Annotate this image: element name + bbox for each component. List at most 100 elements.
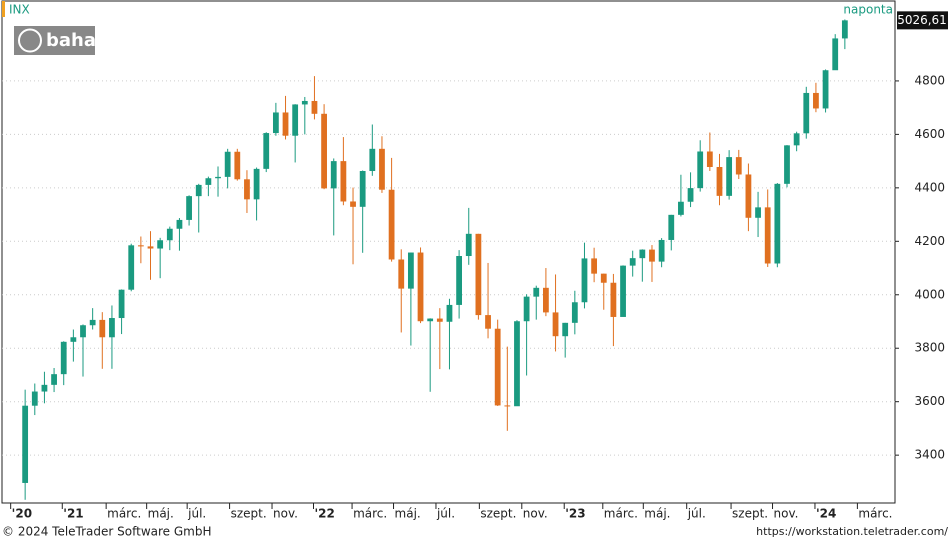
candle-body — [60, 341, 67, 375]
candle-body — [504, 405, 511, 407]
x-tick-label: '21 — [63, 507, 83, 521]
candle-body — [22, 405, 29, 483]
candle-body — [485, 315, 491, 329]
plot-frame — [1, 0, 896, 504]
y-tick-label: 3400 — [914, 448, 945, 462]
candle-body — [813, 92, 819, 109]
candle-body — [581, 258, 588, 303]
candle-body — [456, 256, 463, 305]
x-tick-label: szept. — [231, 507, 267, 521]
candle-body — [803, 92, 810, 134]
candle-body — [157, 240, 164, 249]
candle-body — [292, 104, 299, 136]
y-tick-label: 4600 — [914, 127, 945, 141]
candle-body — [340, 161, 347, 202]
candle-body — [109, 318, 115, 338]
candle-body — [745, 174, 752, 218]
last-price-box — [897, 11, 948, 30]
candle-body — [89, 319, 96, 326]
candle-body — [774, 183, 781, 264]
candle-body — [388, 189, 395, 260]
x-tick-label: '22 — [314, 507, 334, 521]
candle-body — [610, 282, 617, 317]
candle-body — [832, 38, 839, 71]
candle-body — [822, 70, 829, 109]
candle-body — [41, 384, 48, 392]
candle-body — [128, 245, 135, 290]
candle-body — [552, 312, 559, 337]
candle-body — [282, 112, 289, 136]
candle-body — [195, 184, 202, 197]
candle-body — [735, 157, 742, 175]
y-tick-label: 4800 — [914, 73, 945, 87]
x-tick-label: máj. — [395, 507, 421, 521]
candle-body — [436, 318, 443, 322]
candle-body — [330, 161, 337, 189]
candle-body — [427, 318, 434, 322]
x-tick-label: júl. — [687, 507, 706, 521]
x-tick-label: márc. — [858, 507, 892, 521]
y-tick-label: 4400 — [914, 180, 945, 194]
candle-body — [514, 321, 520, 407]
x-tick-label: júl. — [187, 507, 206, 521]
candle-body — [494, 328, 501, 406]
candle-body — [668, 214, 675, 240]
candle-body — [244, 179, 250, 200]
x-tick-label: nov. — [523, 507, 548, 521]
candle-body — [764, 207, 771, 264]
candle-body — [176, 219, 183, 229]
candle-body — [649, 249, 655, 262]
candle-body — [629, 258, 636, 266]
series-marker — [2, 1, 5, 17]
candle-body — [687, 188, 694, 202]
candle-body — [272, 112, 279, 134]
candle-body — [600, 273, 607, 283]
candle-body — [321, 113, 327, 189]
footer-right: https://workstation.teletrader.com/ — [756, 525, 948, 538]
x-tick-label: nov. — [273, 507, 298, 521]
y-tick-label: 4200 — [914, 234, 945, 248]
candle-body — [234, 151, 241, 180]
logo-box — [14, 26, 95, 55]
x-tick-label: '24 — [816, 507, 836, 521]
candle-body — [186, 196, 192, 220]
candle-body — [475, 233, 482, 316]
candle-body — [99, 319, 106, 338]
candle-body — [224, 151, 231, 177]
x-tick-label: márc. — [604, 507, 638, 521]
candle-body — [639, 249, 646, 259]
x-tick-label: szept. — [480, 507, 516, 521]
candle-body — [379, 148, 385, 190]
footer-left: © 2024 TeleTrader Software GmbH — [2, 525, 212, 539]
chart-subtitle: naponta — [843, 3, 893, 17]
candle-body — [70, 337, 77, 342]
y-tick-label: 4000 — [914, 287, 945, 301]
x-tick-label: máj. — [148, 507, 174, 521]
candle-body — [359, 171, 366, 207]
candle-body — [793, 133, 800, 146]
logo-icon — [18, 28, 42, 53]
candle-body — [118, 289, 125, 319]
logo-text: baha — [46, 30, 96, 51]
x-tick-label: szept. — [732, 507, 768, 521]
candle-body — [137, 245, 144, 247]
candle-body — [407, 252, 414, 289]
candle-body — [543, 287, 549, 313]
x-tick-label: máj. — [644, 507, 670, 521]
x-tick-label: '23 — [565, 507, 585, 521]
candle-body — [591, 258, 598, 274]
x-tick-label: júl. — [436, 507, 455, 521]
candle-body — [841, 20, 848, 39]
candle-body — [726, 157, 733, 196]
candle-body — [80, 325, 86, 338]
candle-body — [301, 100, 308, 105]
candle-body — [716, 166, 723, 196]
x-tick-label: márc. — [353, 507, 387, 521]
candle-body — [417, 252, 424, 322]
candle-body — [620, 265, 626, 317]
candle-body — [51, 374, 57, 385]
y-tick-label: 3800 — [914, 341, 945, 355]
candle-body — [398, 259, 405, 289]
candle-body — [446, 304, 453, 322]
